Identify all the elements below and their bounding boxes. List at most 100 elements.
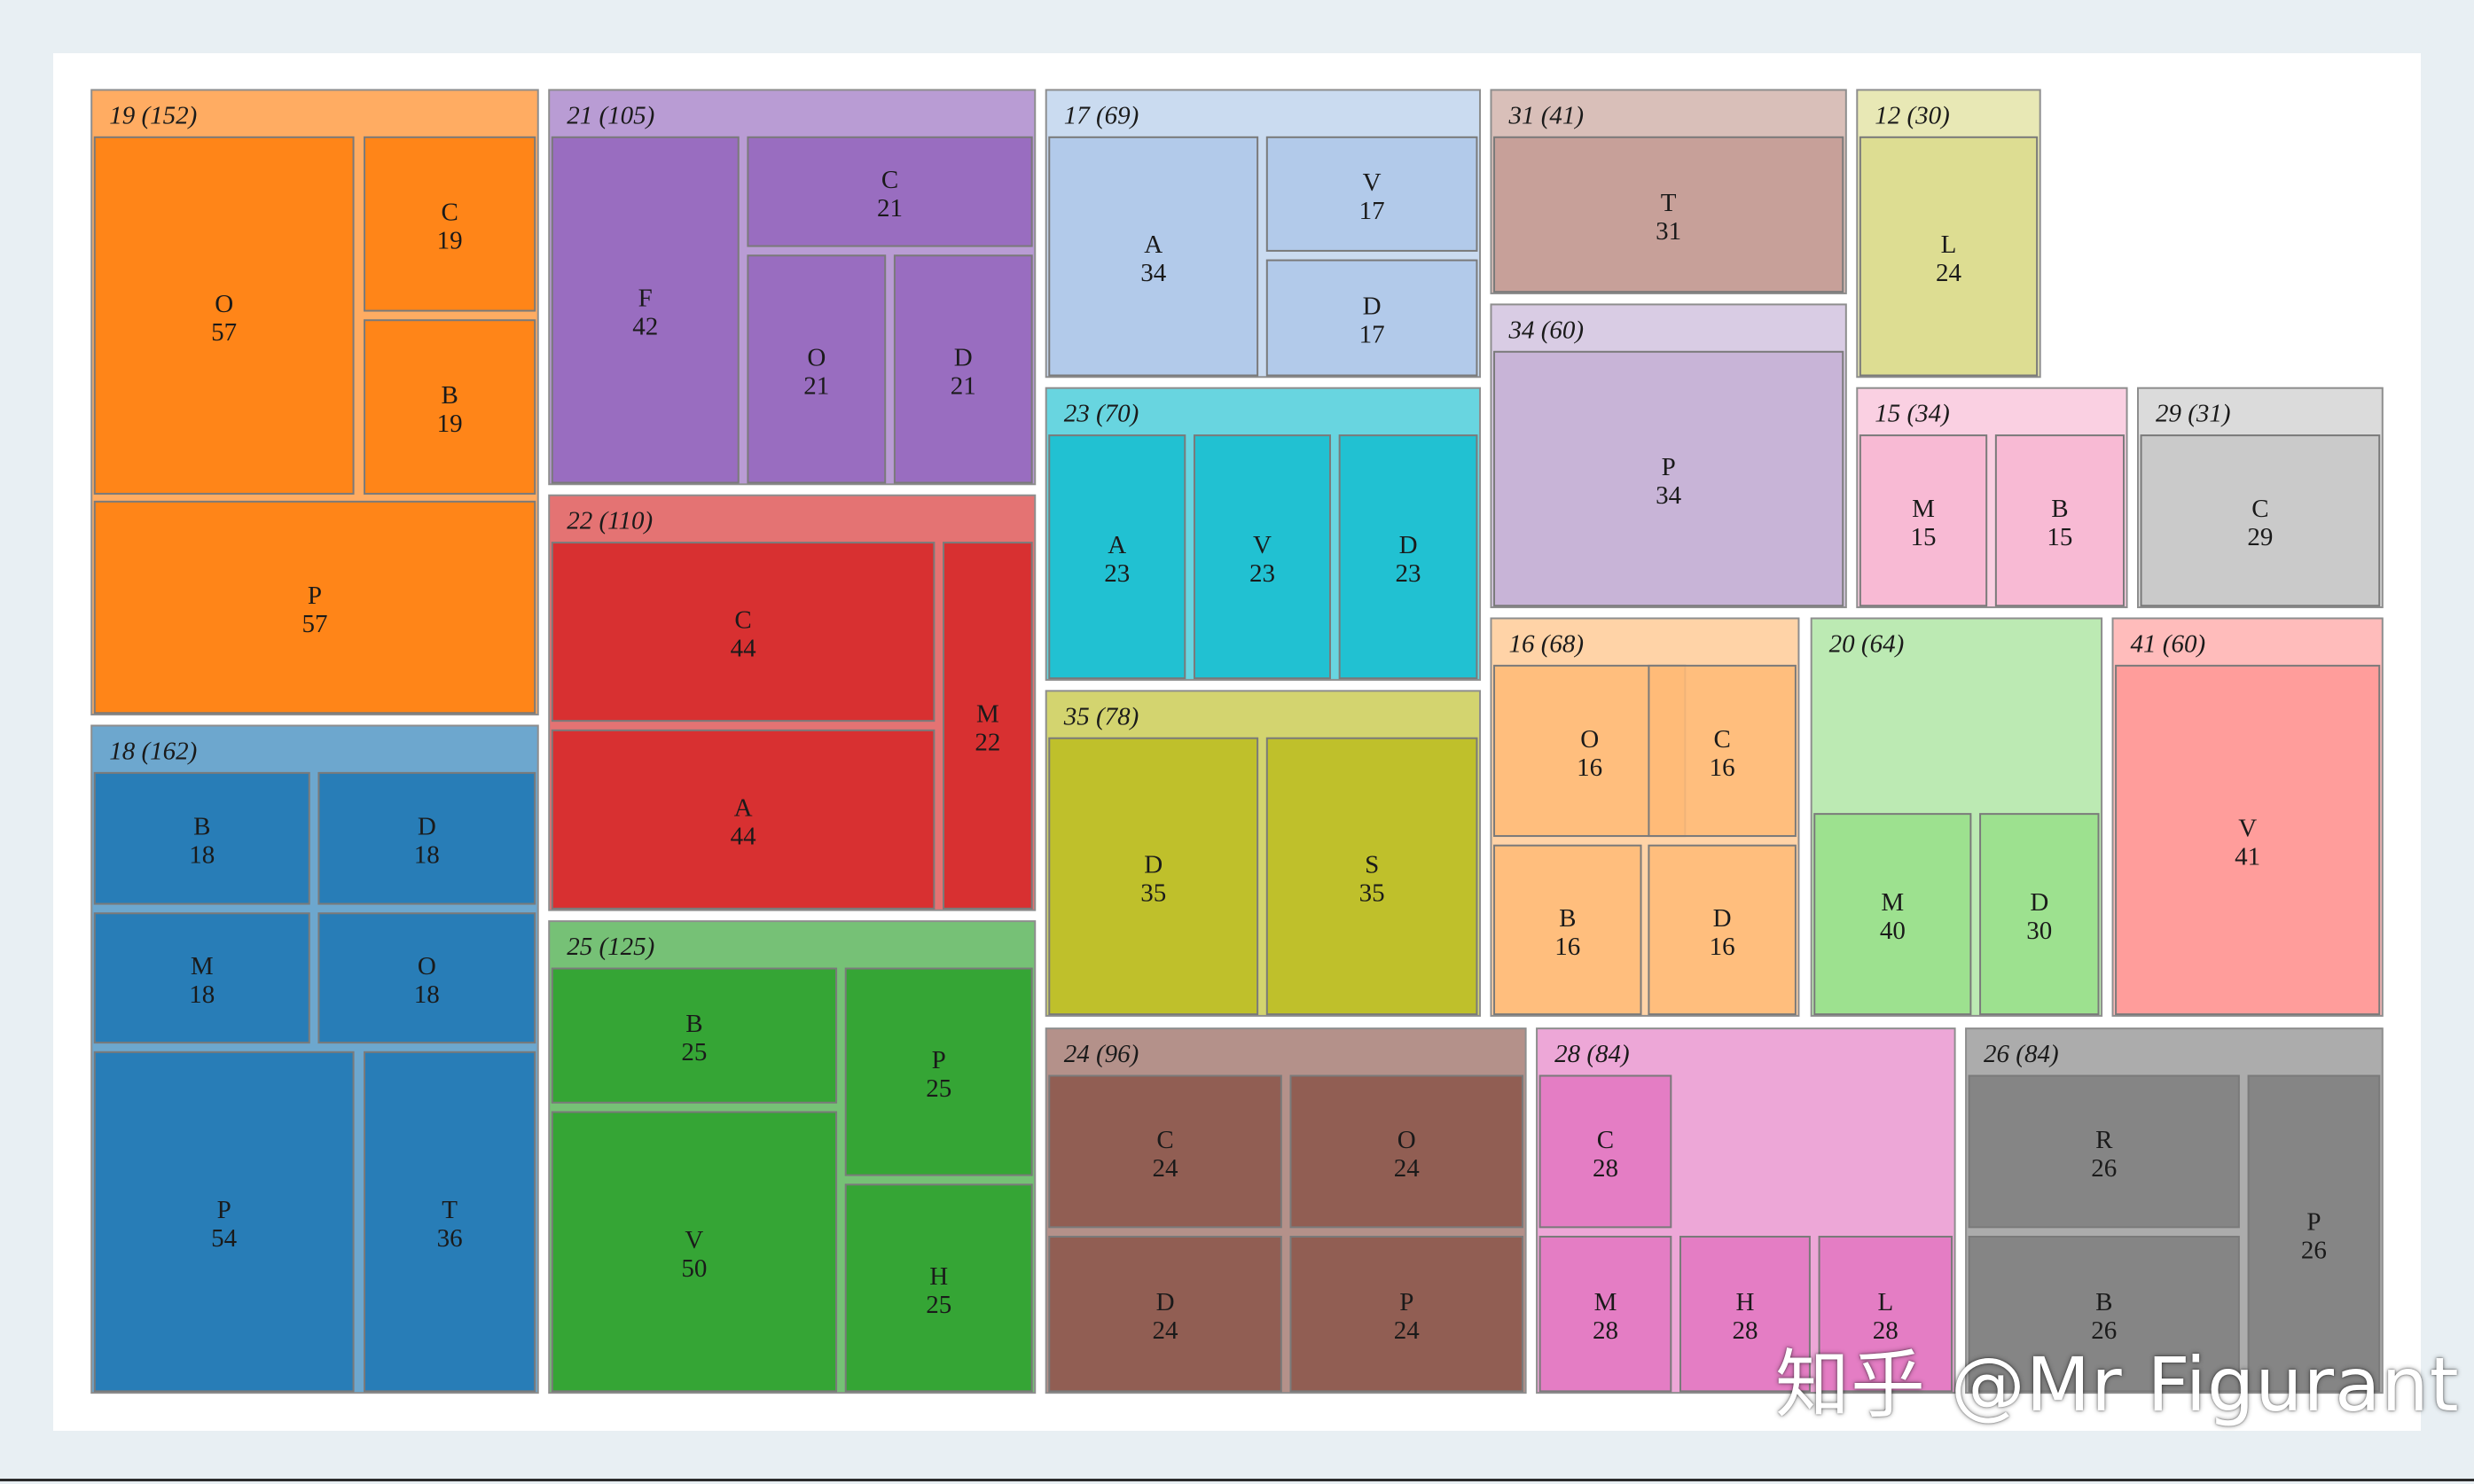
group-label-26: 26 (84)	[1984, 1040, 2059, 1068]
leaf-24-O: O24	[1289, 1074, 1524, 1229]
leaf-name-29-C: C	[2251, 495, 2268, 523]
group-34: 34 (60) P34	[1490, 303, 1847, 609]
leaf-name-19-O: O	[215, 290, 233, 318]
group-label-23: 23 (70)	[1064, 400, 1139, 428]
leaf-rect-35-S	[1265, 737, 1478, 1016]
group-label-35: 35 (78)	[1063, 702, 1139, 730]
watermark-text: 知乎 @Mr Figurant	[1775, 1341, 2460, 1428]
group-label-16: 16 (68)	[1508, 630, 1584, 659]
leaf-name-17-D: D	[1363, 293, 1382, 321]
leaf-value-31-T: 31	[1656, 217, 1681, 246]
leaf-17-A: A34	[1048, 136, 1259, 377]
leaf-rect-23-D	[1338, 434, 1478, 680]
leaf-rect-23-V	[1193, 434, 1331, 680]
leaf-value-24-D: 24	[1153, 1316, 1179, 1345]
leaf-12-L: L24	[1859, 136, 2039, 377]
leaf-29-C: C29	[2140, 434, 2381, 607]
leaf-rect-24-O	[1289, 1074, 1524, 1229]
leaf-name-21-C: C	[881, 166, 898, 194]
group-41: 41 (60) V41	[2111, 617, 2384, 1017]
leaf-rect-19-O	[93, 136, 355, 495]
leaf-name-28-M: M	[1594, 1288, 1617, 1316]
leaf-value-29-C: 29	[2247, 523, 2273, 551]
leaf-value-21-O: 21	[803, 371, 829, 400]
leaf-value-22-M: 22	[975, 728, 1000, 756]
leaf-rect-22-A	[551, 729, 936, 910]
leaf-name-23-A: A	[1108, 531, 1126, 559]
leaf-value-18-D: 18	[414, 841, 440, 870]
group-label-25: 25 (125)	[567, 933, 654, 961]
leaf-name-34-P: P	[1662, 453, 1676, 481]
leaf-value-18-M: 18	[189, 980, 215, 1009]
leaf-value-25-P: 25	[926, 1074, 951, 1103]
leaf-35-D: D35	[1048, 737, 1259, 1016]
leaf-rect-22-M	[943, 542, 1033, 910]
leaf-name-16-C: C	[1713, 725, 1730, 754]
leaf-15-B: B15	[1994, 434, 2125, 607]
leaf-rect-25-V	[551, 1111, 838, 1393]
leaf-26-P: P26	[2247, 1074, 2381, 1393]
leaf-20-M: M40	[1813, 813, 1972, 1016]
leaf-value-20-M: 40	[1880, 917, 1906, 945]
leaf-rect-23-A	[1048, 434, 1186, 680]
leaf-value-17-V: 17	[1359, 197, 1385, 225]
leaf-name-22-A: A	[734, 793, 753, 822]
leaf-value-26-R: 26	[2091, 1154, 2117, 1183]
leaf-value-21-C: 21	[877, 194, 903, 223]
group-label-22: 22 (110)	[567, 507, 653, 535]
leaf-value-18-P: 54	[211, 1224, 238, 1253]
leaf-18-P: P54	[93, 1051, 355, 1393]
leaf-28-L: L28	[1818, 1236, 1953, 1393]
leaf-value-35-D: 35	[1140, 879, 1166, 907]
leaf-rect-28-M	[1538, 1236, 1672, 1393]
leaf-name-20-M: M	[1881, 888, 1904, 917]
leaf-name-17-A: A	[1144, 230, 1163, 259]
leaf-name-12-L: L	[1941, 230, 1957, 259]
leaf-rect-31-T	[1493, 136, 1844, 293]
leaf-18-T: T36	[364, 1051, 536, 1393]
leaf-name-25-B: B	[685, 1010, 702, 1038]
leaf-rect-18-O	[317, 912, 536, 1044]
leaf-name-18-B: B	[193, 813, 210, 841]
leaf-rect-25-B	[551, 967, 838, 1104]
leaf-name-21-O: O	[807, 343, 826, 371]
group-label-41: 41 (60)	[2131, 630, 2206, 659]
leaf-value-18-B: 18	[189, 841, 215, 870]
leaf-24-P: P24	[1289, 1236, 1524, 1393]
leaf-value-21-F: 42	[632, 313, 658, 341]
leaf-25-V: V50	[551, 1111, 838, 1393]
leaf-28-C: C28	[1538, 1074, 1672, 1229]
leaf-value-19-C: 19	[437, 227, 463, 255]
leaf-rect-17-A	[1048, 136, 1259, 377]
leaf-rect-16-D	[1648, 844, 1797, 1016]
leaf-value-23-A: 23	[1104, 559, 1130, 588]
leaf-value-15-M: 15	[1911, 523, 1937, 551]
leaf-value-25-B: 25	[681, 1038, 707, 1066]
leaf-name-18-P: P	[217, 1196, 231, 1224]
group-label-21: 21 (105)	[567, 101, 654, 129]
leaf-value-22-C: 44	[731, 635, 757, 663]
leaf-name-22-C: C	[734, 606, 751, 635]
group-31: 31 (41) T31	[1490, 89, 1847, 294]
leaf-rect-18-P	[93, 1051, 355, 1393]
leaf-name-18-M: M	[191, 952, 214, 980]
leaf-name-25-H: H	[929, 1262, 948, 1291]
leaf-name-24-C: C	[1156, 1126, 1173, 1154]
leaf-value-26-B: 26	[2091, 1316, 2117, 1345]
leaf-22-A: A44	[551, 729, 936, 910]
leaf-19-B: B19	[364, 319, 536, 495]
leaf-name-15-B: B	[2051, 495, 2068, 523]
leaf-28-H: H28	[1679, 1236, 1811, 1393]
leaf-rect-20-M	[1813, 813, 1972, 1016]
leaf-value-24-O: 24	[1394, 1154, 1421, 1183]
leaf-rect-24-C	[1048, 1074, 1282, 1229]
leaf-31-T: T31	[1493, 136, 1844, 293]
group-12: 12 (30) L24	[1856, 89, 2041, 379]
leaf-rect-41-V	[2115, 664, 2381, 1016]
group-label-20: 20 (64)	[1829, 630, 1905, 659]
leaf-value-18-T: 36	[437, 1224, 463, 1253]
